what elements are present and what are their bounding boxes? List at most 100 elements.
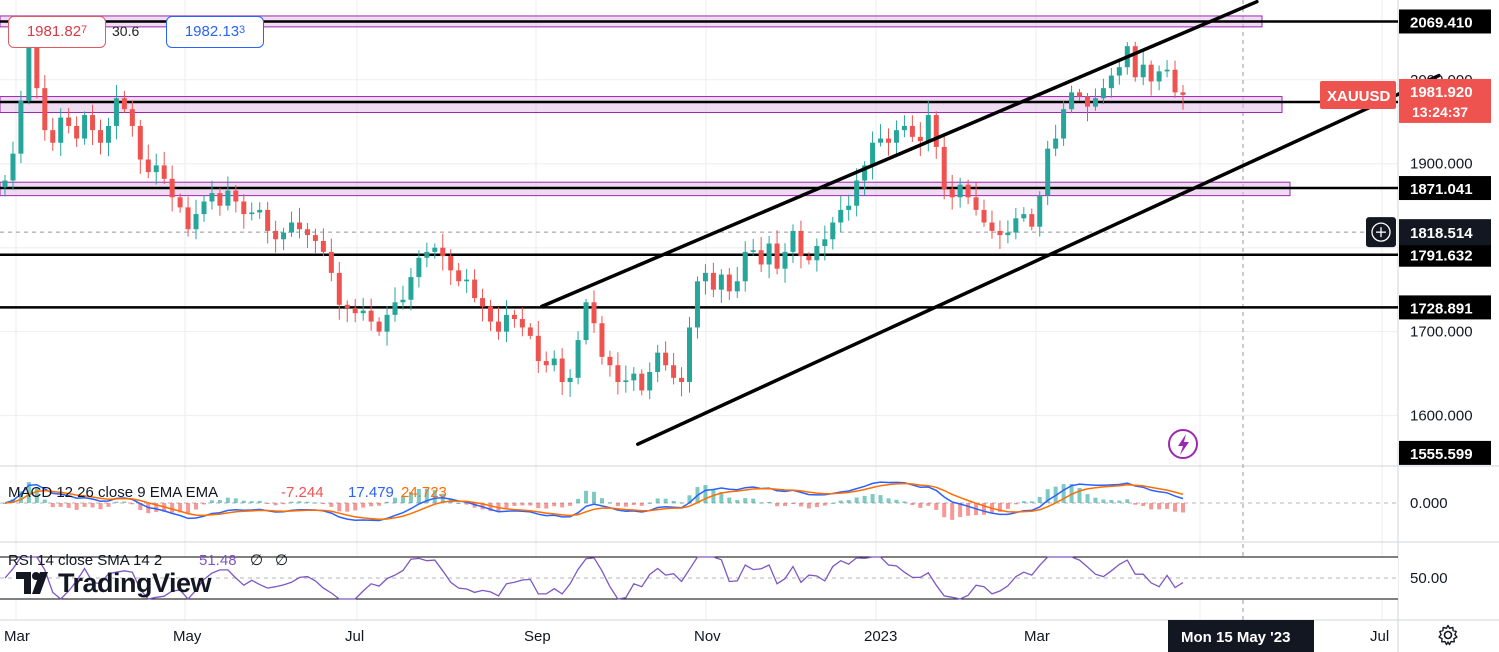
macd-histogram-bar xyxy=(361,503,366,508)
macd-histogram-bar xyxy=(1125,499,1130,503)
macd-histogram-bar xyxy=(751,498,756,503)
macd-histogram-bar xyxy=(727,497,732,503)
macd-histogram-bar xyxy=(687,495,692,503)
candle-body xyxy=(981,209,987,223)
macd-histogram-bar xyxy=(719,491,724,503)
candle-body xyxy=(1108,75,1114,89)
candle-body xyxy=(806,256,812,261)
macd-histogram-bar xyxy=(66,503,71,508)
spread-value: 30.6 xyxy=(112,23,140,39)
candle-body xyxy=(34,43,40,89)
candle-body xyxy=(376,321,382,332)
candle-body xyxy=(432,247,438,252)
candle-body xyxy=(925,115,931,142)
candle-body xyxy=(742,251,748,282)
candle-body xyxy=(201,201,207,215)
candle-body xyxy=(169,178,175,198)
sell-price-box[interactable]: 1981.827 xyxy=(8,16,106,48)
candle-body xyxy=(1148,64,1154,82)
buy-price: 1982.13 xyxy=(184,23,240,40)
tradingview-logo-icon xyxy=(16,572,48,594)
buy-price-box[interactable]: 1982.133 xyxy=(166,16,264,48)
macd-histogram-bar xyxy=(775,503,780,507)
candle-body xyxy=(1092,98,1098,107)
time-tick-label: May xyxy=(173,628,202,645)
candle-body xyxy=(639,373,645,391)
candle-body xyxy=(1084,96,1090,107)
candle-body xyxy=(1180,92,1186,95)
macd-histogram-bar xyxy=(154,503,159,512)
macd-histogram-bar xyxy=(894,499,899,503)
level-price-tag xyxy=(1399,242,1491,267)
macd-histogram-bar xyxy=(966,503,971,516)
candle-body xyxy=(527,327,533,336)
candle-body xyxy=(718,274,724,290)
candle-body xyxy=(901,125,907,131)
level-price-label: 2069.410 xyxy=(1410,14,1473,31)
macd-histogram-bar xyxy=(982,503,987,515)
macd-histogram-bar xyxy=(106,503,111,507)
candle-body xyxy=(838,209,844,223)
candle-body xyxy=(448,256,454,271)
candle-body xyxy=(113,98,119,126)
macd-histogram-bar xyxy=(337,503,342,512)
candle-body xyxy=(909,125,915,137)
channel-upper-line xyxy=(539,0,1259,309)
candle-body xyxy=(408,277,414,300)
macd-histogram-bar xyxy=(297,501,302,503)
candle-body xyxy=(424,251,430,258)
time-axis[interactable]: Mar May Jul Sep Nov 2023 Mar Jul Mon 15 May '23 xyxy=(4,620,1389,652)
macd-histogram-bar xyxy=(607,502,612,504)
candle-body xyxy=(957,184,963,198)
macd-histogram-bar xyxy=(321,503,326,504)
macd-histogram-bar xyxy=(1109,500,1114,503)
macd-histogram-bar xyxy=(663,498,668,503)
candle-body xyxy=(105,125,111,143)
candle-body xyxy=(846,205,852,210)
macd-histogram-bar xyxy=(432,489,437,503)
candle-body xyxy=(416,257,422,278)
candle-body xyxy=(1053,138,1059,149)
price-axis[interactable]: 1600.0001700.0001900.0002000.0000.00050.… xyxy=(1320,9,1491,587)
candle-body xyxy=(663,352,669,366)
candle-body xyxy=(854,180,860,206)
macd-histogram-bar xyxy=(544,503,549,509)
candle-body xyxy=(1156,71,1162,82)
macd-histogram-bar xyxy=(201,503,206,505)
candle-body xyxy=(830,222,836,240)
alert-bolt-glyph xyxy=(1178,434,1189,455)
candle-body xyxy=(647,371,653,391)
candle-body xyxy=(161,165,167,179)
macd-histogram-bar xyxy=(186,503,191,514)
candle-body xyxy=(472,279,478,299)
macd-histogram-bar xyxy=(1013,503,1018,505)
macd-histogram-bar xyxy=(249,501,254,503)
candle-body xyxy=(1172,69,1178,93)
macd-histogram-bar xyxy=(639,503,644,506)
time-tick-label: Mar xyxy=(4,628,30,645)
macd-histogram-bar xyxy=(1093,497,1098,503)
macd-histogram-bar xyxy=(560,503,565,508)
rsi-pane xyxy=(0,556,1398,600)
candle-body xyxy=(551,358,557,366)
macd-histogram-bar xyxy=(798,503,803,507)
macd-histogram-bar xyxy=(345,503,350,512)
candle-body xyxy=(607,356,613,366)
macd-histogram-bar xyxy=(369,503,374,507)
macd-histogram-bar xyxy=(393,497,398,503)
chart-settings-button[interactable] xyxy=(1430,620,1466,650)
candle-body xyxy=(209,193,215,202)
candle-body xyxy=(790,230,796,252)
rsi-value: 51.48 xyxy=(199,552,237,569)
macd-histogram-bar xyxy=(886,498,891,503)
candle-body xyxy=(519,319,525,328)
candle-body xyxy=(973,197,979,210)
macd-histogram-bar xyxy=(631,503,636,505)
horizontal-levels xyxy=(0,20,1398,309)
candle-body xyxy=(320,240,326,252)
candle-body xyxy=(137,125,143,160)
macd-histogram-bar xyxy=(82,503,87,507)
macd-histogram-bar xyxy=(584,490,589,503)
macd-histogram-bar xyxy=(424,488,429,503)
